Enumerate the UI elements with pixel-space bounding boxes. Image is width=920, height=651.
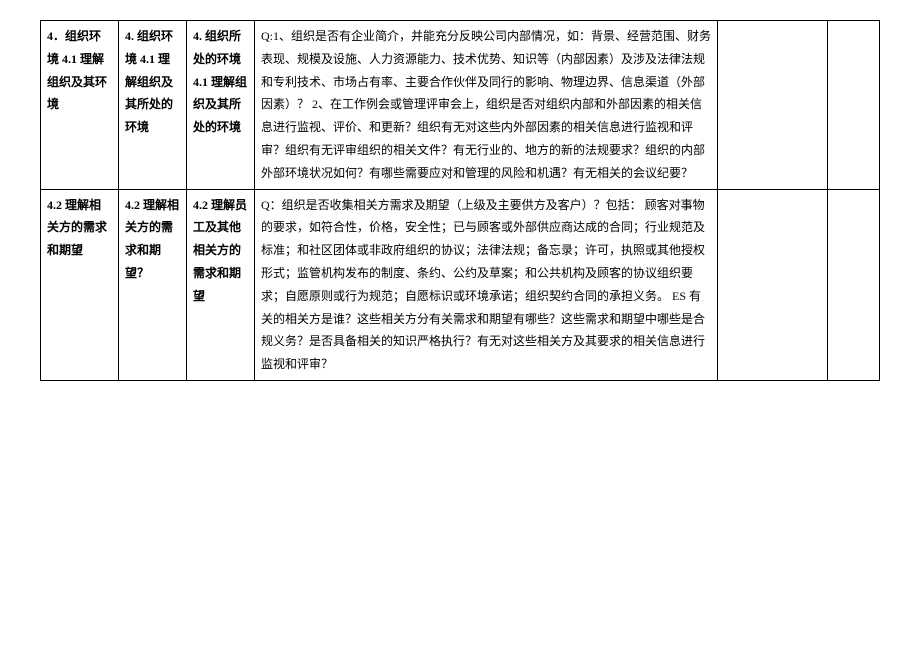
cell-clause-c: 4. 组织所处的环境 4.1 理解组织及其所处的环境	[187, 21, 255, 190]
cell-clause-a: 4．组织环境 4.1 理解组织及其环境	[41, 21, 119, 190]
cell-clause-a: 4.2 理解相关方的需求和期望	[41, 189, 119, 380]
cell-clause-c: 4.2 理解员工及其他相关方的需求和期望	[187, 189, 255, 380]
cell-clause-b: 4.2 理解相关方的需求和期望？	[119, 189, 187, 380]
cell-remark	[718, 21, 828, 190]
table-row: 4．组织环境 4.1 理解组织及其环境 4. 组织环境 4.1 理解组织及其所处…	[41, 21, 880, 190]
document-page: 4．组织环境 4.1 理解组织及其环境 4. 组织环境 4.1 理解组织及其所处…	[0, 0, 920, 651]
cell-extra	[828, 21, 880, 190]
cell-question: Q:1、组织是否有企业简介，并能充分反映公司内部情况，如：背景、经营范围、财务表…	[255, 21, 718, 190]
cell-extra	[828, 189, 880, 380]
requirements-table: 4．组织环境 4.1 理解组织及其环境 4. 组织环境 4.1 理解组织及其所处…	[40, 20, 880, 381]
cell-remark	[718, 189, 828, 380]
table-row: 4.2 理解相关方的需求和期望 4.2 理解相关方的需求和期望？ 4.2 理解员…	[41, 189, 880, 380]
cell-clause-b: 4. 组织环境 4.1 理解组织及其所处的环境	[119, 21, 187, 190]
cell-question: Q：组织是否收集相关方需求及期望（上级及主要供方及客户）？包括： 顾客对事物的要…	[255, 189, 718, 380]
